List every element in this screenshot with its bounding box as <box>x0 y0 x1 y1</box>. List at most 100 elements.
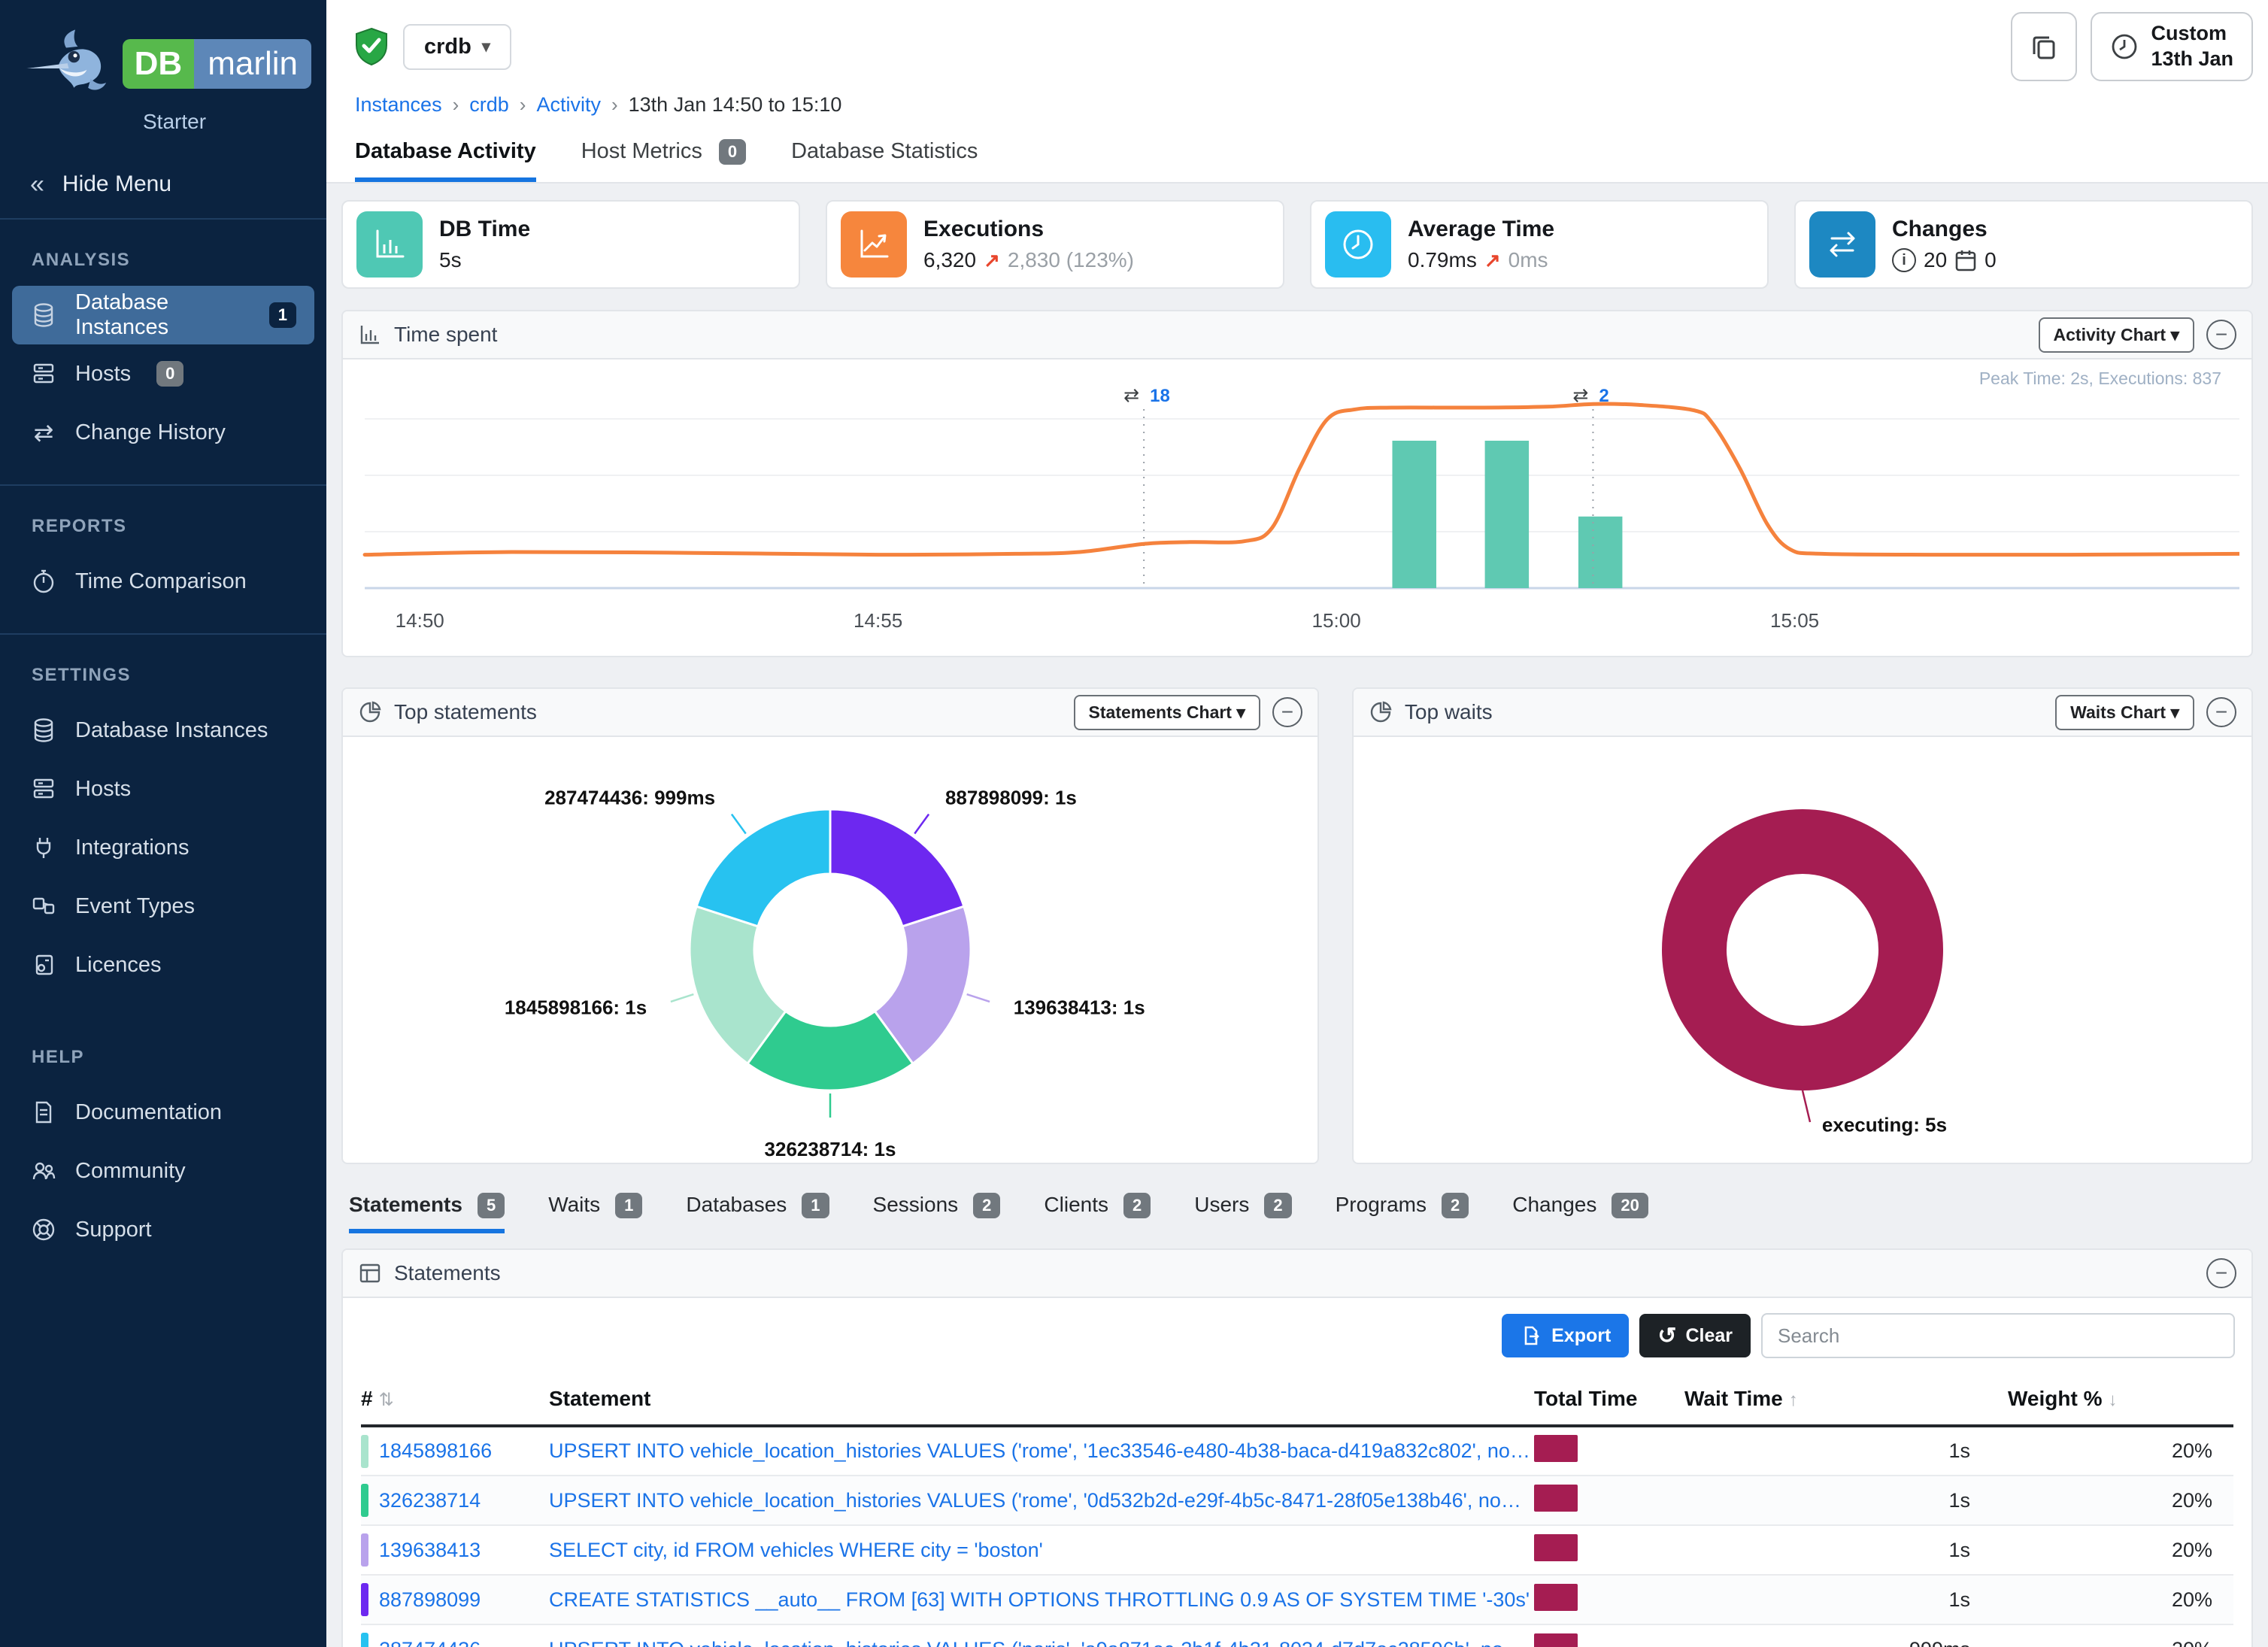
brand-logo: DB marlin Starter <box>0 0 326 150</box>
tab-database-statistics[interactable]: Database Statistics <box>791 139 978 182</box>
time-spent-chart[interactable]: ⇄ 18 ⇄ 2 14:50 14:55 15:00 15:05 <box>355 362 2246 642</box>
collapse-panel-icon[interactable]: − <box>2206 1258 2236 1288</box>
donut-slice[interactable] <box>1661 809 1943 1090</box>
sidebar-item-hosts[interactable]: Hosts 0 <box>12 344 314 403</box>
time-range-button[interactable]: Custom 13th Jan <box>2091 12 2253 81</box>
wait-time-value: 1s <box>1684 1426 2008 1476</box>
weight-value: 20% <box>2008 1575 2233 1625</box>
detail-tab-changes[interactable]: Changes 20 <box>1512 1193 1648 1233</box>
card-events-count: 0 <box>1984 248 1997 271</box>
count-badge: 1 <box>268 302 296 328</box>
top-statements-donut[interactable]: 887898099: 1s 139638413: 1s 326238714: 1s 1… <box>343 737 1317 1163</box>
breadcrumb-instances[interactable]: Instances <box>355 93 442 116</box>
activity-line <box>362 402 2246 557</box>
count-badge: 2 <box>1123 1193 1151 1218</box>
count-badge: 1 <box>615 1193 643 1218</box>
search-input[interactable] <box>1761 1313 2235 1358</box>
change-marker-count[interactable]: 2 <box>1599 386 1609 406</box>
sidebar-item-community[interactable]: Community <box>12 1142 314 1200</box>
col-weight[interactable]: Weight % ↓ <box>2008 1376 2233 1427</box>
statement-sql-link[interactable]: UPSERT INTO vehicle_location_histories V… <box>549 1638 1534 1647</box>
sidebar-item-integrations[interactable]: Integrations <box>12 818 314 877</box>
top-waits-panel: Top waits Waits Chart ▾ − executing: 5s <box>1351 687 2253 1164</box>
detail-tab-users[interactable]: Users 2 <box>1194 1193 1292 1233</box>
statement-sql-link[interactable]: UPSERT INTO vehicle_location_histories V… <box>549 1439 1534 1462</box>
change-marker-count[interactable]: 18 <box>1150 386 1170 406</box>
detail-tab-waits[interactable]: Waits 1 <box>548 1193 643 1233</box>
breadcrumb-separator: › <box>519 93 526 116</box>
licence-icon <box>35 954 53 975</box>
waits-chart-selector[interactable]: Waits Chart ▾ <box>2055 694 2194 730</box>
tab-host-metrics[interactable]: Host Metrics 0 <box>581 139 747 182</box>
statements-chart-selector[interactable]: Statements Chart ▾ <box>1073 694 1260 730</box>
sidebar-item-time-comparison[interactable]: Time Comparison <box>12 552 314 611</box>
statement-id-link[interactable]: 1845898166 <box>379 1439 493 1462</box>
statement-sql-link[interactable]: CREATE STATISTICS __auto__ FROM [63] WIT… <box>549 1588 1530 1611</box>
total-time-bar <box>1534 1533 1578 1561</box>
sidebar-item-label: Change History <box>75 420 226 444</box>
col-wait-time[interactable]: Wait Time ↑ <box>1684 1376 2008 1427</box>
tab-database-activity[interactable]: Database Activity <box>355 139 536 182</box>
sidebar-item-database-instances[interactable]: Database Instances 1 <box>12 286 314 344</box>
total-time-bar <box>1534 1484 1578 1512</box>
detail-tab-statements[interactable]: Statements 5 <box>349 1193 505 1233</box>
statement-id-link[interactable]: 887898099 <box>379 1588 481 1611</box>
col-total-time[interactable]: Total Time <box>1534 1376 1684 1427</box>
instance-selector[interactable]: crdb ▾ <box>403 23 511 70</box>
statement-id-link[interactable]: 326238714 <box>379 1488 481 1512</box>
line-chart-icon <box>841 211 907 278</box>
statement-sql-link[interactable]: UPSERT INTO vehicle_location_histories V… <box>549 1488 1534 1512</box>
col-id[interactable]: # ⇅ <box>361 1376 549 1427</box>
card-changes: Changes i 20 0 <box>1794 200 2253 289</box>
statements-table: # ⇅ Statement Total Time Wait Time ↑ Weigh… <box>361 1376 2233 1647</box>
card-title: Executions <box>923 217 1045 241</box>
sidebar-item-settings-database-instances[interactable]: Database Instances <box>12 701 314 760</box>
plug-icon <box>36 838 51 858</box>
sort-desc-icon: ↓ <box>2108 1390 2118 1410</box>
count-badge: 2 <box>973 1193 1001 1218</box>
detail-tab-databases[interactable]: Databases 1 <box>686 1193 829 1233</box>
activity-chart-selector[interactable]: Activity Chart ▾ <box>2038 317 2194 353</box>
total-time-bar <box>1534 1633 1578 1647</box>
export-button[interactable]: Export <box>1502 1314 1630 1357</box>
col-statement[interactable]: Statement <box>549 1376 1534 1427</box>
card-db-time: DB Time 5s <box>341 200 800 289</box>
sidebar-item-support[interactable]: Support <box>12 1200 314 1259</box>
collapse-panel-icon[interactable]: − <box>2206 320 2236 350</box>
statement-id-link[interactable]: 287474436 <box>379 1638 481 1647</box>
detail-tab-sessions[interactable]: Sessions 2 <box>873 1193 1001 1233</box>
donut-slice[interactable] <box>688 905 787 1066</box>
page-content: DB Time 5s Executions 6,320 ↗ 2,830 (123… <box>326 184 2268 1647</box>
sidebar-item-licences[interactable]: Licences <box>12 936 314 994</box>
donut-slice[interactable] <box>873 905 972 1066</box>
donut-slice[interactable] <box>829 808 966 928</box>
collapse-panel-icon[interactable]: − <box>2206 697 2236 727</box>
peak-note: Peak Time: 2s, Executions: 837 <box>1978 369 2221 388</box>
sidebar-item-change-history[interactable]: ⇄ Change History <box>12 403 314 462</box>
donut-slice[interactable] <box>695 808 832 928</box>
donut-slice-label: 287474436: 999ms <box>544 786 716 809</box>
sidebar-item-event-types[interactable]: Event Types <box>12 877 314 936</box>
count-badge: 0 <box>156 361 184 387</box>
chevron-down-icon: ▾ <box>481 37 490 56</box>
sidebar-item-settings-hosts[interactable]: Hosts <box>12 760 314 818</box>
brand-db: DB <box>122 39 195 89</box>
statement-sql-link[interactable]: SELECT city, id FROM vehicles WHERE city… <box>549 1538 1043 1561</box>
table-row: 287474436 UPSERT INTO vehicle_location_hi… <box>361 1624 2233 1647</box>
hide-menu-button[interactable]: « Hide Menu <box>0 150 326 220</box>
sidebar-item-documentation[interactable]: Documentation <box>12 1083 314 1142</box>
instance-name: crdb <box>424 34 471 59</box>
clear-button[interactable]: ↺ Clear <box>1639 1314 1751 1357</box>
breadcrumb-activity[interactable]: Activity <box>536 93 601 116</box>
statement-id-link[interactable]: 139638413 <box>379 1538 481 1561</box>
collapse-panel-icon[interactable]: − <box>1272 697 1302 727</box>
tab-label: Clients <box>1044 1193 1108 1216</box>
detail-tab-clients[interactable]: Clients 2 <box>1044 1193 1151 1233</box>
sidebar-item-label: Database Instances <box>75 290 169 339</box>
donut-slice-label: 326238714: 1s <box>764 1138 896 1160</box>
copy-link-button[interactable] <box>2011 12 2078 81</box>
donut-slice[interactable] <box>745 1009 914 1092</box>
breadcrumb-crdb[interactable]: crdb <box>469 93 509 116</box>
top-waits-donut[interactable]: executing: 5s <box>1354 737 2251 1163</box>
detail-tab-programs[interactable]: Programs 2 <box>1336 1193 1469 1233</box>
